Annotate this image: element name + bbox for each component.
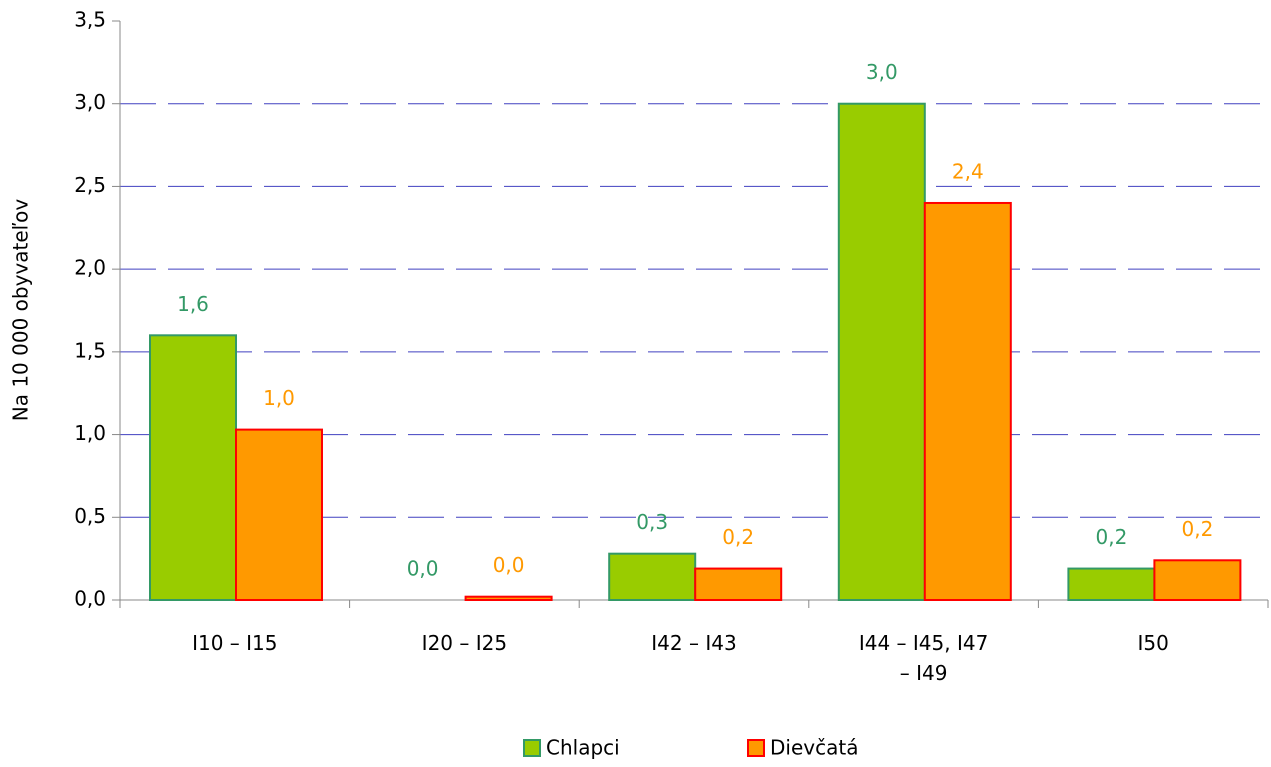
bar (608, 552, 697, 601)
y-tick-label: 0,5 (74, 504, 106, 528)
value-label: 1,6 (177, 292, 209, 316)
x-tick-label: I42 – I43 (651, 631, 737, 655)
value-label: 0,2 (722, 525, 754, 549)
bar (464, 595, 553, 601)
bar (1153, 559, 1242, 601)
value-label: 0,0 (493, 553, 525, 577)
value-label: 2,4 (952, 159, 984, 183)
value-label: 1,0 (263, 386, 295, 410)
y-tick-label: 1,0 (74, 421, 106, 445)
bar (694, 567, 783, 601)
x-tick-label: I50 (1137, 631, 1169, 655)
bar (923, 201, 1012, 601)
legend-label: Chlapci (546, 736, 620, 760)
y-axis-label: Na 10 000 obyvateľov (9, 199, 33, 422)
legend-swatch (747, 739, 765, 757)
value-label: 0,2 (1181, 517, 1213, 541)
y-tick-label: 3,0 (74, 90, 106, 114)
y-tick-label: 0,0 (74, 587, 106, 611)
x-tick-label: I20 – I25 (421, 631, 508, 655)
bar (837, 102, 926, 601)
bar (235, 428, 323, 602)
legend-label: Dievčatá (770, 736, 858, 760)
bar (1067, 567, 1156, 601)
legend-swatch (523, 739, 541, 757)
x-tick-label: I10 – I15 (192, 631, 278, 655)
x-tick-label: I44 – I45, I47 – I49 (858, 631, 989, 685)
y-tick-label: 1,5 (74, 338, 106, 362)
value-label: 0,3 (636, 510, 668, 534)
y-tick-label: 3,5 (74, 8, 106, 32)
value-label: 3,0 (866, 60, 898, 84)
y-tick-label: 2,0 (74, 256, 106, 280)
bar (149, 334, 237, 601)
value-label: 0,2 (1095, 525, 1127, 549)
value-label: 0,0 (407, 557, 439, 581)
y-tick-label: 2,5 (74, 173, 106, 197)
